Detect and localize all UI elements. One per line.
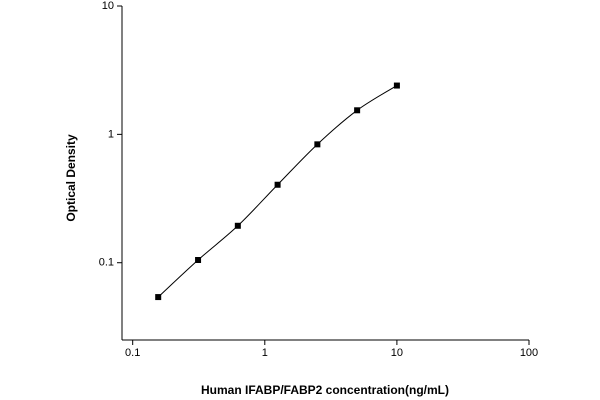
data-point xyxy=(234,222,241,229)
x-tick-label: 1 xyxy=(262,347,268,359)
x-tick-label: 10 xyxy=(391,347,403,359)
fit-curve xyxy=(157,85,398,298)
y-axis-label: Optical Density xyxy=(64,134,78,222)
x-axis-label: Human IFABP/FABP2 concentration(ng/mL) xyxy=(201,383,449,397)
x-tick-label: 100 xyxy=(520,347,538,359)
data-point xyxy=(195,256,202,263)
data-point xyxy=(155,294,162,301)
data-point xyxy=(314,141,321,148)
y-tick-label: 10 xyxy=(102,0,114,12)
x-tick-label: 0.1 xyxy=(125,347,140,359)
data-point xyxy=(393,82,400,89)
y-tick-label: 1 xyxy=(108,128,114,140)
y-tick-label: 0.1 xyxy=(99,257,114,269)
data-point xyxy=(354,107,361,114)
data-point xyxy=(274,181,281,188)
